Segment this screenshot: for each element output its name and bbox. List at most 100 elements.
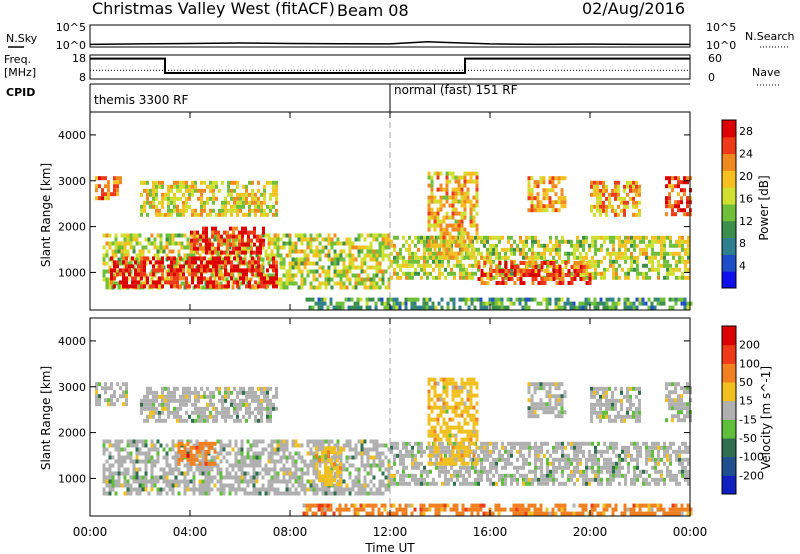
heatmap-cell bbox=[102, 451, 106, 456]
heatmap-cell bbox=[317, 301, 321, 306]
heatmap-cell bbox=[390, 251, 393, 256]
heatmap-cell bbox=[236, 200, 239, 205]
heatmap-cell bbox=[213, 483, 217, 488]
heatmap-cell bbox=[369, 455, 373, 460]
heatmap-cell bbox=[125, 268, 128, 273]
heatmap-cell bbox=[447, 469, 450, 474]
heatmap-cell bbox=[102, 447, 106, 452]
heatmap-cell bbox=[483, 469, 486, 474]
heatmap-cell bbox=[255, 463, 259, 468]
heatmap-cell bbox=[427, 227, 431, 232]
heatmap-cell bbox=[614, 208, 617, 213]
heatmap-cell bbox=[207, 479, 211, 484]
heatmap-cell bbox=[110, 280, 113, 285]
heatmap-cell bbox=[333, 261, 337, 266]
heatmap-cell bbox=[393, 259, 396, 264]
heatmap-cell bbox=[243, 253, 247, 258]
heatmap-cell bbox=[213, 277, 217, 282]
heatmap-cell bbox=[448, 251, 452, 256]
heatmap-cell bbox=[275, 406, 278, 411]
heatmap-cell bbox=[320, 297, 324, 302]
heatmap-cell bbox=[182, 192, 185, 197]
heatmap-cell bbox=[173, 386, 176, 391]
heatmap-cell bbox=[641, 301, 645, 306]
heatmap-cell bbox=[212, 260, 215, 265]
heatmap-cell bbox=[453, 275, 456, 280]
heatmap-cell bbox=[252, 451, 256, 456]
heatmap-cell bbox=[230, 276, 233, 281]
heatmap-cell bbox=[663, 239, 666, 244]
heatmap-cell bbox=[471, 465, 474, 470]
heatmap-cell bbox=[519, 473, 522, 478]
heatmap-cell bbox=[492, 465, 495, 470]
heatmap-cell bbox=[303, 249, 307, 254]
heatmap-cell bbox=[214, 250, 217, 255]
heatmap-cell bbox=[288, 265, 292, 270]
heatmap-cell bbox=[210, 487, 214, 492]
heatmap-cell bbox=[605, 305, 609, 310]
heatmap-cell bbox=[132, 459, 136, 464]
heatmap-cell bbox=[294, 265, 298, 270]
heatmap-cell bbox=[579, 265, 583, 269]
heatmap-cell bbox=[188, 414, 191, 419]
heatmap-cell bbox=[657, 477, 660, 482]
heatmap-cell bbox=[663, 441, 666, 446]
heatmap-cell bbox=[642, 275, 645, 280]
heatmap-cell bbox=[671, 305, 675, 310]
heatmap-cell bbox=[436, 235, 440, 240]
heatmap-cell bbox=[525, 239, 528, 244]
heatmap-cell bbox=[387, 241, 391, 246]
heatmap-cell bbox=[463, 215, 467, 220]
heatmap-cell bbox=[247, 242, 250, 247]
heatmap-cell bbox=[275, 284, 278, 289]
heatmap-cell bbox=[552, 243, 555, 248]
heatmap-cell bbox=[185, 418, 188, 423]
heatmap-cell bbox=[462, 275, 465, 280]
heatmap-cell bbox=[445, 171, 449, 176]
heatmap-cell bbox=[269, 418, 272, 423]
heatmap-cell bbox=[684, 259, 687, 264]
heatmap-cell bbox=[156, 257, 160, 262]
heatmap-cell bbox=[177, 455, 181, 460]
heatmap-cell bbox=[146, 196, 149, 201]
heatmap-cell bbox=[687, 243, 690, 248]
heatmap-cell bbox=[602, 180, 605, 185]
heatmap-cell bbox=[374, 301, 378, 306]
heatmap-cell bbox=[260, 406, 263, 411]
heatmap-cell bbox=[451, 239, 455, 244]
heatmap-cell bbox=[260, 268, 263, 273]
heatmap-cell bbox=[408, 481, 411, 486]
heatmap-cell bbox=[211, 230, 214, 235]
heatmap-cell bbox=[102, 253, 106, 258]
heatmap-cell bbox=[312, 483, 316, 488]
heatmap-cell bbox=[366, 459, 370, 464]
heatmap-cell bbox=[251, 208, 254, 213]
heatmap-cell bbox=[215, 180, 218, 185]
heatmap-cell bbox=[591, 453, 594, 458]
heatmap-cell bbox=[140, 180, 143, 185]
heatmap-cell bbox=[555, 243, 558, 248]
heatmap-cell bbox=[285, 471, 289, 476]
heatmap-cell bbox=[135, 233, 139, 238]
heatmap-cell bbox=[356, 305, 360, 310]
heatmap-cell bbox=[255, 475, 259, 480]
heatmap-cell bbox=[372, 447, 376, 452]
heatmap-cell bbox=[552, 477, 555, 482]
heatmap-cell bbox=[612, 259, 615, 264]
heatmap-cell bbox=[438, 259, 441, 264]
heatmap-cell bbox=[527, 176, 531, 181]
heatmap-cell bbox=[636, 259, 639, 264]
heatmap-cell bbox=[448, 203, 452, 208]
heatmap-cell bbox=[360, 491, 364, 496]
heatmap-cell bbox=[158, 276, 161, 281]
heatmap-cell bbox=[303, 463, 307, 468]
heatmap-cell bbox=[624, 271, 627, 276]
heatmap-cell bbox=[255, 471, 259, 476]
heatmap-cell bbox=[663, 251, 666, 256]
heatmap-cell bbox=[236, 406, 239, 411]
heatmap-cell bbox=[150, 479, 154, 484]
heatmap-cell bbox=[444, 275, 447, 280]
heatmap-cell bbox=[471, 263, 474, 268]
heatmap-cell bbox=[120, 463, 124, 468]
heatmap-cell bbox=[687, 247, 690, 252]
